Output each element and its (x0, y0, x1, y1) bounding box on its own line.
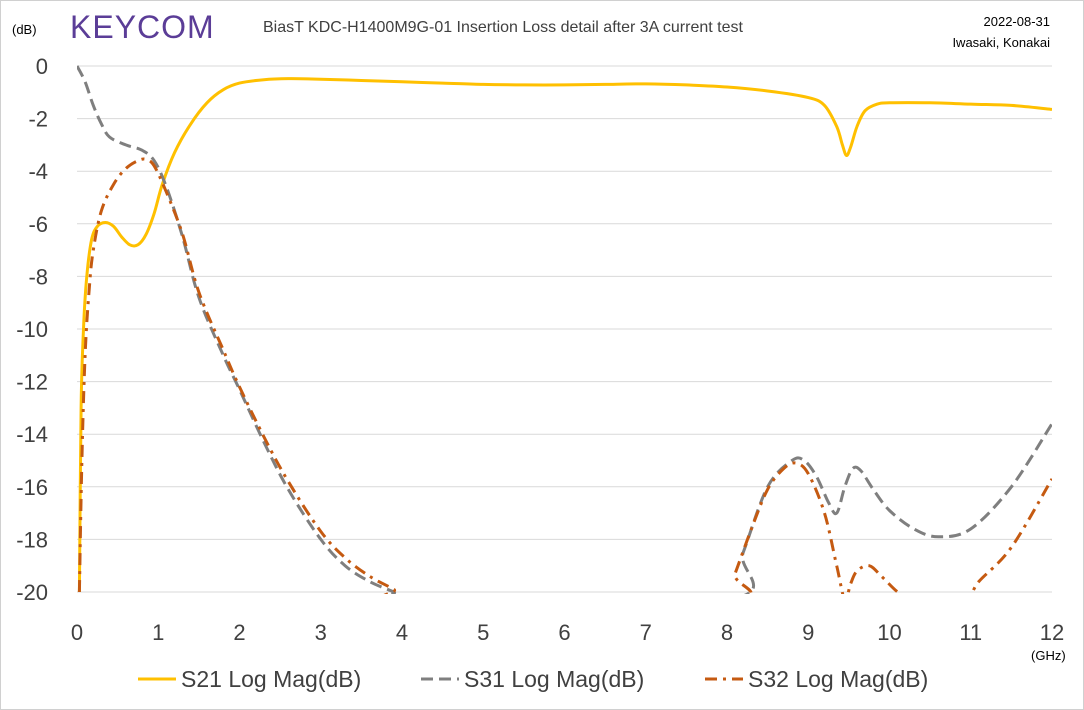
x-tick-label: 7 (640, 620, 652, 645)
y-tick-label: -14 (16, 422, 48, 447)
legend-label-s31: S31 Log Mag(dB) (464, 666, 644, 692)
series-lines (77, 65, 1052, 594)
y-tick-label: -8 (28, 264, 48, 289)
y-tick-label: -10 (16, 317, 48, 342)
x-tick-label: 12 (1040, 620, 1064, 645)
y-axis-ticks: 0 -2 -4 -6 -8 -10 -12 -14 -16 -18 -20 (16, 54, 48, 605)
gridlines (77, 65, 1052, 593)
x-tick-label: 0 (71, 620, 83, 645)
legend-label-s32: S32 Log Mag(dB) (748, 666, 928, 692)
y-tick-label: 0 (36, 54, 48, 79)
report-date: 2022-08-31 (984, 14, 1051, 29)
x-tick-label: 4 (396, 620, 408, 645)
y-tick-label: -20 (16, 580, 48, 605)
y-tick-label: -4 (28, 159, 48, 184)
y-tick-label: -12 (16, 370, 48, 395)
y-tick-label: -2 (28, 107, 48, 132)
y-tick-label: -6 (28, 212, 48, 237)
x-tick-label: 9 (802, 620, 814, 645)
keycom-logo: KEYCOM (70, 9, 215, 45)
y-tick-label: -18 (16, 527, 48, 552)
x-tick-label: 5 (477, 620, 489, 645)
x-tick-label: 6 (558, 620, 570, 645)
x-tick-label: 10 (877, 620, 901, 645)
x-tick-label: 1 (152, 620, 164, 645)
x-tick-label: 3 (315, 620, 327, 645)
y-axis-unit-label: (dB) (12, 22, 37, 37)
x-tick-label: 8 (721, 620, 733, 645)
x-axis-unit-label: (GHz) (1031, 648, 1066, 663)
series-line-s21 (77, 77, 1052, 593)
series-line-s32 (77, 157, 1052, 594)
legend: S21 Log Mag(dB) S31 Log Mag(dB) S32 Log Ma… (138, 666, 928, 692)
legend-label-s21: S21 Log Mag(dB) (181, 666, 361, 692)
x-axis-ticks: 0 1 2 3 4 5 6 7 8 9 10 11 12 (71, 620, 1064, 645)
x-tick-label: 11 (959, 620, 982, 645)
y-tick-label: -16 (16, 475, 48, 500)
series-line-s31 (77, 65, 1052, 594)
report-authors: Iwasaki, Konakai (952, 35, 1050, 50)
x-tick-label: 2 (233, 620, 245, 645)
chart-title: BiasT KDC-H1400M9G-01 Insertion Loss det… (263, 19, 743, 36)
